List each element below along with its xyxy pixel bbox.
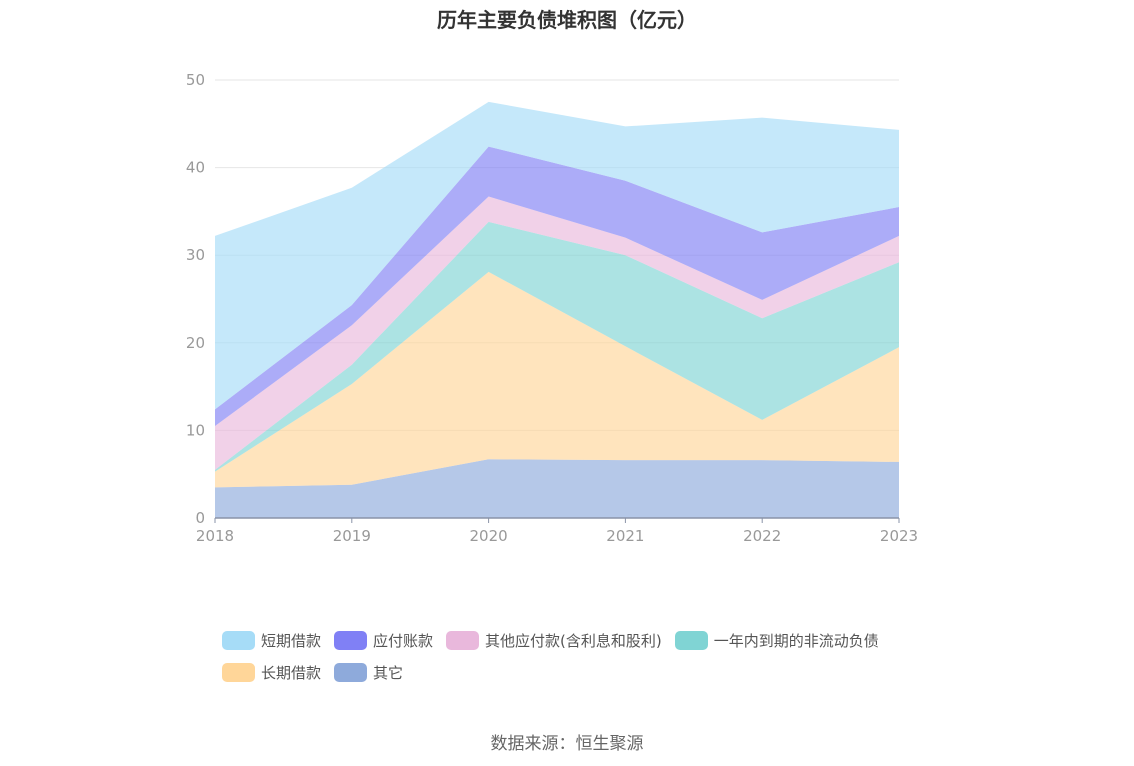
area-series-其它[interactable] [215,459,899,518]
legend-swatch [674,630,708,650]
x-tick-label: 2021 [606,527,644,545]
legend-label: 长期借款 [261,663,322,682]
area-series-应付账款[interactable] [215,146,899,427]
legend-item[interactable]: 应付账款 [334,630,433,650]
legend-item[interactable]: 长期借款 [222,662,321,682]
area-layer [215,101,899,518]
axis-layer: 0 10 20 30 40 50 2018 2019 2020 2021 2022 2023 [186,71,918,545]
legend-label: 一年内到期的非流动负债 [713,631,879,650]
y-tick-label: 20 [186,334,205,352]
chart-title: 历年主要负债堆积图（亿元） [437,8,697,32]
legend-swatch [222,630,255,650]
area-series-一年内到期的非流动负债[interactable] [215,221,899,472]
area-series-长期借款[interactable] [215,271,899,488]
legend-swatch [446,630,480,650]
legend-item[interactable]: 其他应付款(含利息和股利) [446,630,662,650]
legend: 短期借款 应付账款 其他应付款(含利息和股利) 一年内到期的非流动负债长期借款 其它 [222,630,942,682]
x-tick-label: 2018 [196,527,234,545]
legend-item[interactable]: 其它 [334,662,403,682]
legend-swatch [334,662,368,682]
y-tick-label: 10 [186,421,205,439]
x-tick-label: 2020 [470,527,508,545]
legend-label: 其它 [373,663,404,682]
y-tick-label: 40 [186,159,205,177]
x-tick-label: 2022 [743,527,781,545]
area-series-短期借款[interactable] [215,101,899,410]
legend-label: 短期借款 [261,631,322,650]
legend-item[interactable]: 一年内到期的非流动负债 [674,630,879,650]
legend-swatch [334,630,368,650]
legend-item[interactable]: 短期借款 [222,630,321,650]
x-tick-label: 2023 [880,527,918,545]
x-tick-label: 2019 [333,527,371,545]
legend-label: 应付账款 [373,631,434,650]
source-note: 数据来源：恒生聚源 [490,734,644,754]
legend-swatch [222,662,255,682]
y-tick-label: 30 [186,246,205,264]
legend-label: 其他应付款(含利息和股利) [485,631,662,650]
y-tick-label: 0 [195,509,205,527]
area-series-其他应付款(含利息和股利)[interactable] [215,196,899,470]
y-tick-label: 50 [186,71,205,89]
